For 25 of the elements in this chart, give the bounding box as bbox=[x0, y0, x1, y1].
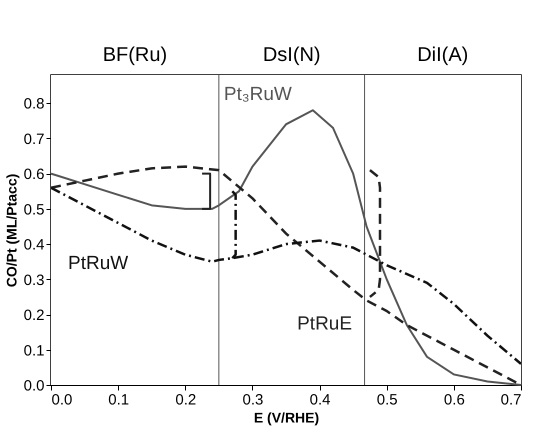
x-tick-label: 0.3 bbox=[242, 392, 264, 408]
y-axis-title: CO/Pt (ML/Ptacc) bbox=[4, 174, 20, 288]
series-label: PtRuE bbox=[297, 314, 352, 335]
series-label: PtRuW bbox=[68, 252, 128, 274]
y-tick-label: 0.1 bbox=[24, 342, 44, 360]
x-tick-label: 0.0 bbox=[52, 392, 72, 408]
x-tick-label: 0.5 bbox=[376, 392, 398, 408]
x-tick-label: 0.7 bbox=[500, 392, 522, 408]
y-tick-label: 0.6 bbox=[24, 166, 44, 184]
y-tick-label: 0.2 bbox=[24, 307, 44, 324]
x-tick-label: 0.6 bbox=[444, 392, 465, 408]
y-tick-label: 0.0 bbox=[24, 378, 44, 394]
y-tick-label: 0.5 bbox=[24, 201, 44, 218]
series-label: Pt₃RuW bbox=[224, 84, 292, 106]
band-label: DiI(A) bbox=[417, 44, 468, 66]
x-tick-label: 0.4 bbox=[310, 392, 330, 408]
y-tick-label: 0.3 bbox=[24, 272, 44, 289]
x-tick-label: 0.2 bbox=[175, 392, 196, 408]
band-label: BF(Ru) bbox=[102, 44, 168, 66]
y-tick-label: 0.8 bbox=[24, 96, 44, 113]
x-tick-label: 0.1 bbox=[108, 392, 130, 408]
x-axis-title: E (V/RHE) bbox=[254, 410, 320, 426]
y-tick-label: 0.4 bbox=[24, 236, 44, 254]
y-tick-label: 0.7 bbox=[24, 130, 44, 148]
band-label: DsI(N) bbox=[262, 44, 321, 66]
